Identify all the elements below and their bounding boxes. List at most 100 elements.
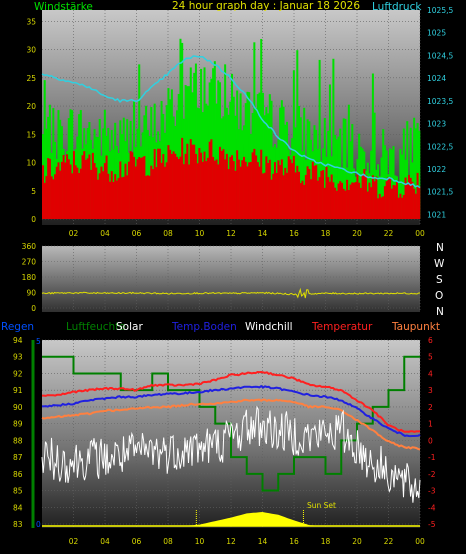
wind-average-bar	[402, 194, 405, 219]
wind-gust-bar	[299, 117, 302, 219]
wind-gust-bar	[224, 64, 227, 219]
wind-average-bar	[279, 164, 282, 219]
temperature-tick-label: 2	[428, 403, 433, 412]
wind-average-bar	[165, 162, 168, 219]
solar-area	[42, 512, 420, 526]
wind-gust-bar	[203, 67, 206, 220]
x-tick-label: 22	[384, 229, 394, 238]
direction-tick-label: 90	[26, 289, 36, 298]
wind-average-bar	[273, 162, 276, 219]
temp-x-tick-label: 20	[352, 537, 362, 546]
wind-gust-bar	[98, 118, 101, 219]
wind-gust-bar	[380, 157, 383, 219]
humidity-tick-label: 90	[13, 403, 23, 412]
wind-average-bar	[409, 177, 412, 219]
wind-gust-bar	[79, 110, 82, 219]
wind-average-bar	[246, 166, 249, 219]
x-tick-label: 16	[289, 229, 299, 238]
wind-average-bar	[48, 158, 51, 219]
wind-average-bar	[294, 172, 297, 219]
x-tick-label: 18	[321, 229, 331, 238]
humidity-tick-label: 83	[13, 520, 23, 529]
wind-gust-bar	[244, 103, 247, 219]
wind-average-bar	[401, 197, 404, 219]
wind-average-bar	[78, 173, 81, 219]
wind-gust-bar	[122, 117, 125, 219]
wind-average-bar	[110, 171, 113, 219]
wind-average-bar	[213, 160, 216, 219]
wind-average-bar	[308, 169, 311, 219]
wind-average-bar	[224, 159, 227, 219]
wind-average-bar	[196, 163, 199, 219]
wind-average-bar	[191, 144, 194, 219]
wind-average-bar	[304, 174, 307, 219]
wind-average-bar	[177, 159, 180, 219]
wind-average-bar	[275, 172, 278, 219]
temperature-tick-label: -3	[428, 487, 436, 496]
wind-average-bar	[146, 175, 149, 219]
wind-average-bar	[332, 182, 335, 219]
wind-average-bar	[277, 160, 280, 219]
wind-average-bar	[249, 161, 252, 219]
wind-average-bar	[200, 152, 203, 219]
wind-average-bar	[126, 175, 129, 219]
wind-average-bar	[203, 151, 206, 219]
wind-gust-bar	[256, 94, 259, 219]
wind-average-bar	[117, 178, 120, 219]
wind-gust-bar	[227, 114, 230, 219]
wind-average-bar	[54, 174, 57, 219]
temperature-humidity-marks	[41, 355, 421, 527]
wind-average-bar	[416, 172, 419, 219]
wind-gust-bar	[138, 64, 141, 219]
direction-label-s: S	[436, 274, 443, 286]
temp-boden-line	[41, 384, 421, 438]
wind-average-bar	[272, 173, 275, 219]
wind-gust-bar	[406, 121, 409, 219]
wind-average-bar	[296, 165, 299, 219]
wind-gust-bar	[327, 130, 330, 219]
wind-average-bar	[100, 166, 103, 219]
wind-average-bar	[84, 159, 87, 219]
wind-average-bar	[390, 188, 393, 219]
wind-average-bar	[136, 159, 139, 219]
wind-average-bar	[95, 167, 98, 219]
wind-gust-bar	[43, 80, 46, 220]
wind-average-bar	[255, 155, 258, 219]
regen-tick-label: 5	[36, 337, 41, 346]
legend-taupunkt: Taupunkt	[391, 321, 440, 333]
wind-gust-bar	[298, 105, 301, 219]
wind-average-bar	[354, 182, 357, 219]
wind-average-bar	[397, 197, 400, 219]
wind-gust-bar	[337, 136, 340, 219]
y-right-tick-label: 1021	[427, 210, 446, 219]
temp-x-tick-label: 14	[258, 537, 268, 546]
wind-axis-title: Windstärke	[34, 1, 93, 13]
legend-temp-boden: Temp.Boden	[171, 321, 237, 333]
temperature-tick-label: 3	[428, 386, 433, 395]
wind-direction-line	[41, 287, 420, 299]
wind-average-bar	[315, 165, 318, 219]
direction-tick-label: 0	[31, 304, 36, 313]
direction-tick-label: 270	[22, 258, 37, 267]
wind-average-bar	[181, 137, 184, 219]
dewpoint-line	[41, 398, 421, 451]
wind-average-bar	[201, 161, 204, 219]
regen-tick-label: 0	[36, 520, 41, 529]
wind-gust-bar	[234, 115, 237, 219]
wind-average-bar	[349, 184, 352, 219]
wind-average-bar	[83, 151, 86, 219]
legend-luftfeuchte: Luftfeuchte	[66, 321, 126, 333]
temp-x-tick-label: 08	[163, 537, 173, 546]
temperature-tick-label: 6	[428, 336, 433, 345]
wind-average-bar	[162, 154, 165, 219]
wind-average-bar	[189, 139, 192, 219]
wind-average-bar	[344, 190, 347, 219]
wind-average-bar	[335, 190, 338, 219]
wind-average-bar	[406, 184, 409, 219]
wind-gust-bar	[71, 110, 74, 219]
wind-average-bar	[43, 182, 46, 219]
wind-average-bar	[158, 148, 161, 219]
wind-average-bar	[327, 177, 330, 219]
wind-average-bar	[325, 166, 328, 219]
wind-average-bar	[88, 154, 91, 219]
